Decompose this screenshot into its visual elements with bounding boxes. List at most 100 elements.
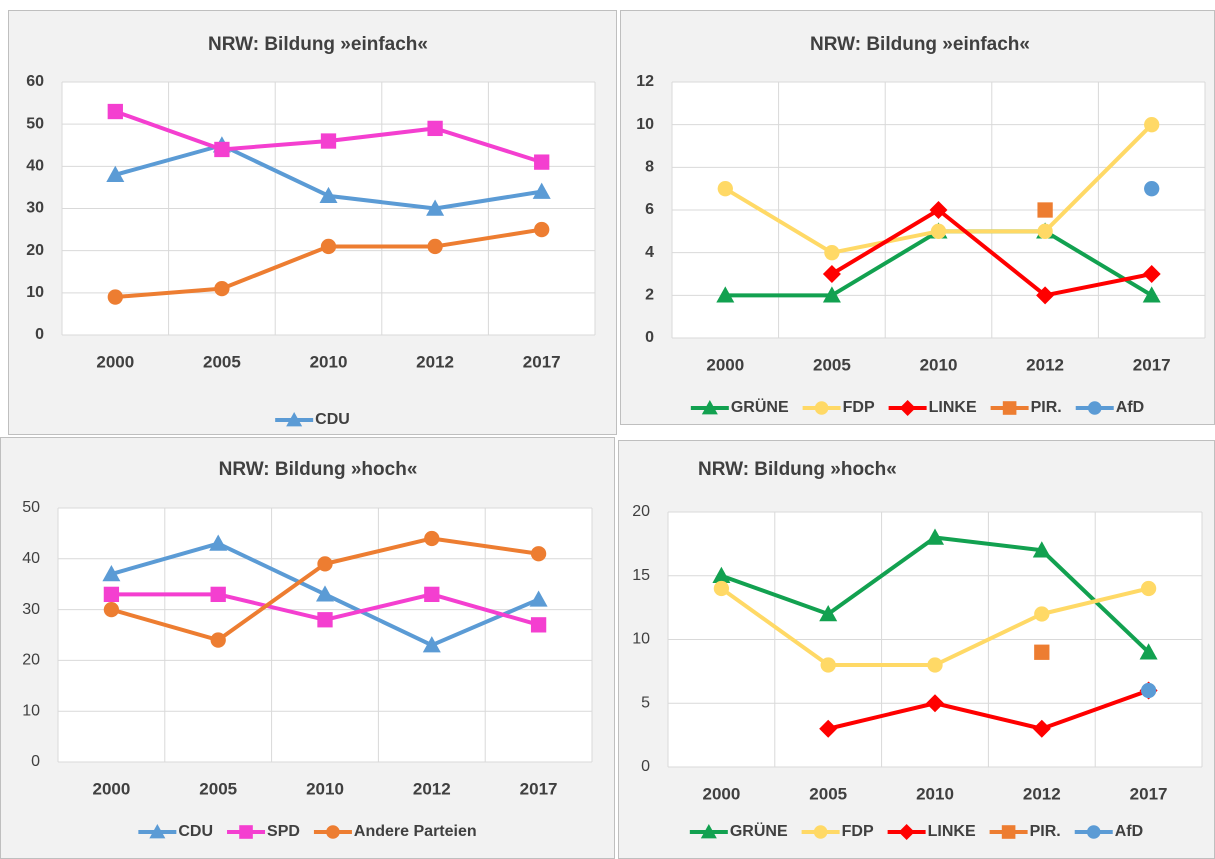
chart-panel: NRW: Bildung »einfach« 0 10 20 30 40 50 60 2000 2…: [8, 10, 617, 435]
chart-panel: NRW: Bildung »hoch« 0 5 10 15 20 2000 2005 2010 2…: [618, 440, 1215, 859]
marker: [239, 825, 253, 839]
legend: GRÜNE FDP LINKE PIR. AfD: [689, 821, 1143, 840]
chart-panel: NRW: Bildung »einfach« 0 2 4 6 8 10 12 2000 2005 2…: [620, 10, 1215, 425]
x-tick-label: 2012: [416, 352, 454, 371]
marker: [210, 586, 226, 603]
marker: [1037, 223, 1053, 239]
y-tick-label: 6: [645, 201, 654, 218]
marker: [320, 238, 337, 255]
marker: [926, 528, 944, 545]
x-tick-label: 2012: [413, 779, 451, 798]
legend: GRÜNE FDP LINKE PIR. AfD: [690, 397, 1144, 416]
marker: [534, 221, 550, 238]
x-tick-label: 2017: [523, 352, 561, 371]
y-tick-label: 30: [26, 200, 44, 217]
marker: [926, 694, 944, 713]
marker: [1144, 181, 1160, 197]
marker: [929, 201, 948, 219]
marker: [822, 265, 841, 283]
marker: [210, 632, 226, 648]
y-tick-label: 40: [22, 550, 40, 567]
marker: [1002, 401, 1017, 415]
y-tick-label: 20: [26, 242, 44, 259]
x-tick-label: 2010: [310, 352, 348, 371]
marker: [102, 565, 121, 582]
marker: [927, 657, 943, 673]
y-tick-label: 50: [26, 115, 44, 132]
x-tick-label: 2012: [1026, 355, 1064, 374]
marker: [813, 825, 828, 839]
x-tick-label: 2005: [199, 779, 237, 798]
y-tick-label: 50: [22, 499, 40, 516]
y-tick-label: 2: [645, 287, 654, 304]
y-tick-label: 0: [641, 758, 650, 775]
y-tick-label: 10: [636, 116, 654, 133]
y-tick-label: 0: [645, 329, 654, 346]
legend-label: FDP: [842, 823, 874, 840]
x-tick-label: 2000: [706, 355, 744, 374]
marker: [426, 199, 445, 216]
marker: [824, 245, 840, 261]
marker: [1142, 265, 1161, 283]
x-tick-label: 2017: [1133, 355, 1171, 374]
marker: [209, 534, 228, 551]
marker: [214, 280, 230, 297]
marker: [822, 286, 841, 303]
series-line: [830, 208, 1153, 298]
marker: [319, 186, 338, 204]
marker: [899, 400, 916, 416]
marker: [317, 556, 333, 572]
y-tick-label: 40: [26, 158, 44, 175]
marker: [317, 612, 333, 628]
marker: [819, 719, 838, 738]
series-line: [827, 688, 1150, 731]
marker: [424, 586, 440, 603]
legend-label: PIR.: [1030, 823, 1061, 840]
legend-label: AfD: [1115, 823, 1143, 840]
y-tick-label: 5: [641, 694, 650, 711]
legend: CDU SPD Andere Parteien: [138, 823, 477, 840]
legend-label: AfD: [1116, 399, 1144, 416]
marker: [530, 546, 547, 562]
legend-label: SPD: [267, 823, 300, 840]
x-tick-label: 2000: [92, 779, 130, 798]
marker: [107, 103, 123, 120]
x-tick-label: 2010: [306, 779, 344, 798]
marker: [1034, 644, 1050, 660]
y-tick-label: 20: [632, 503, 650, 520]
marker: [898, 824, 915, 840]
marker: [1142, 286, 1161, 303]
marker: [1139, 643, 1158, 660]
chart-panel: NRW: Bildung »hoch« 0 10 20 30 40 50 2000 2005 20…: [0, 437, 615, 859]
marker: [713, 580, 730, 597]
legend: CDU: [275, 411, 350, 428]
legend-label: FDP: [843, 399, 875, 416]
x-tick-label: 2005: [809, 784, 847, 803]
marker: [424, 530, 440, 547]
chart-title: NRW: Bildung »einfach«: [208, 34, 428, 55]
plot-area: [58, 508, 592, 762]
marker: [149, 824, 166, 839]
chart-title: NRW: Bildung »einfach«: [810, 34, 1030, 55]
x-tick-label: 2017: [520, 779, 558, 798]
y-tick-label: 60: [26, 73, 44, 90]
x-tick-label: 2010: [920, 355, 958, 374]
marker: [326, 825, 340, 839]
marker: [532, 182, 551, 199]
marker: [534, 154, 550, 170]
legend-label: CDU: [178, 823, 213, 840]
y-tick-label: 10: [632, 631, 650, 648]
y-tick-label: 20: [22, 652, 40, 669]
marker: [1034, 606, 1050, 622]
marker: [1140, 682, 1157, 699]
y-tick-label: 0: [35, 326, 44, 343]
marker: [422, 636, 441, 653]
y-tick-label: 30: [22, 601, 40, 618]
marker: [529, 590, 548, 607]
marker: [316, 585, 334, 602]
marker: [1036, 286, 1055, 305]
x-tick-label: 2000: [96, 352, 134, 371]
legend-label: CDU: [315, 411, 350, 428]
y-tick-label: 12: [636, 73, 654, 90]
